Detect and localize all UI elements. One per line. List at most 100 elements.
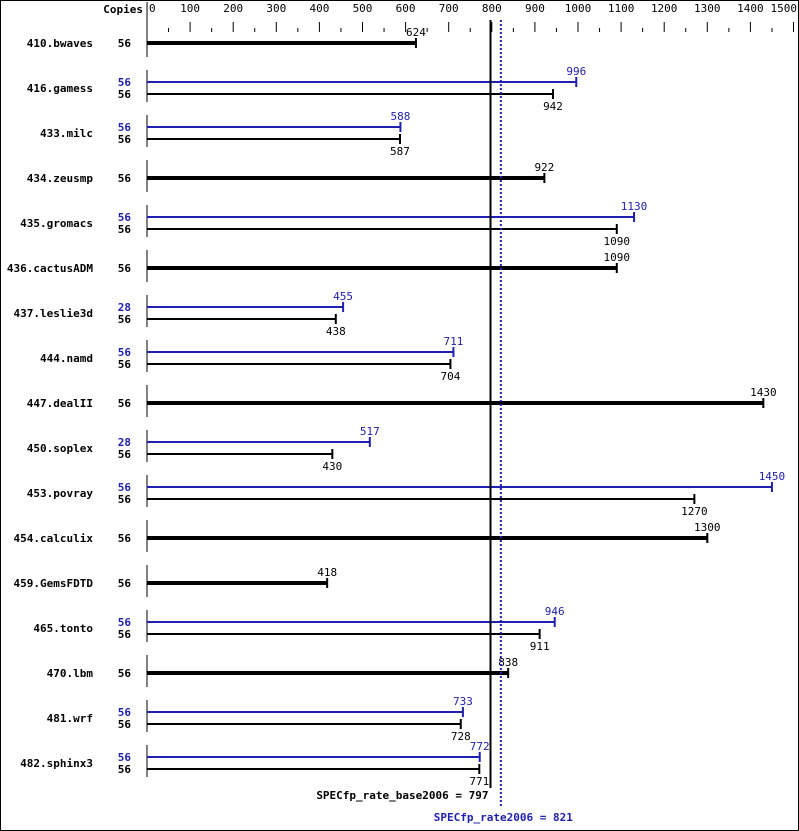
peak-copies: 56 <box>118 706 132 719</box>
x-tick-label: 100 <box>180 2 200 15</box>
x-tick-label: 1100 <box>608 2 635 15</box>
peak-copies: 56 <box>118 211 132 224</box>
peak-copies: 56 <box>118 751 132 764</box>
benchmark-row: 470.lbm 56 838 <box>47 655 518 687</box>
base-copies: 56 <box>118 718 132 731</box>
x-tick-label: 800 <box>482 2 502 15</box>
x-tick-label: 1400 <box>737 2 764 15</box>
base-value-label: 430 <box>322 460 342 473</box>
base-copies: 56 <box>118 577 132 590</box>
benchmark-name: 453.povray <box>27 487 94 500</box>
base-copies: 56 <box>118 667 132 680</box>
benchmark-row: 450.soplex 28 517 56 430 <box>27 425 380 473</box>
benchmark-name: 444.namd <box>40 352 93 365</box>
peak-copies: 56 <box>118 121 132 134</box>
base-value-label: 418 <box>317 566 337 579</box>
base-copies: 56 <box>118 88 132 101</box>
x-tick-label: 1000 <box>565 2 592 15</box>
benchmark-row: 436.cactusADM 56 1090 <box>7 250 630 282</box>
base-value-label: 1090 <box>604 251 631 264</box>
x-tick-label: 300 <box>266 2 286 15</box>
base-value-label: 624 <box>406 26 426 39</box>
peak-copies: 56 <box>118 76 132 89</box>
peak-value-label: 455 <box>333 290 353 303</box>
benchmark-name: 470.lbm <box>47 667 94 680</box>
benchmark-row: 433.milc 56 588 56 587 <box>40 110 410 158</box>
base-copies: 56 <box>118 223 132 236</box>
benchmark-name: 481.wrf <box>47 712 93 725</box>
copies-header: Copies <box>103 3 143 16</box>
benchmark-row: 482.sphinx3 56 772 56 771 <box>20 740 490 788</box>
base-value-label: 1300 <box>694 521 721 534</box>
benchmark-row: 416.gamess 56 996 56 942 <box>27 65 586 113</box>
benchmark-row: 453.povray 56 1450 56 1270 <box>27 470 785 518</box>
benchmark-name: 436.cactusADM <box>7 262 93 275</box>
x-tick-label: 900 <box>525 2 545 15</box>
base-copies: 56 <box>118 763 132 776</box>
x-tick-label: 200 <box>223 2 243 15</box>
peak-copies: 28 <box>118 301 131 314</box>
x-tick-label: 0 <box>149 2 156 15</box>
peak-value-label: 1450 <box>759 470 786 483</box>
peak-value-label: 711 <box>444 335 464 348</box>
base-copies: 56 <box>118 532 132 545</box>
peak-metric-label: SPECfp_rate2006 = 821 <box>434 811 573 824</box>
benchmark-row: 434.zeusmp 56 922 <box>27 160 554 192</box>
benchmark-name: 433.milc <box>40 127 93 140</box>
peak-copies: 56 <box>118 616 132 629</box>
benchmark-name: 434.zeusmp <box>27 172 94 185</box>
benchmark-row: 459.GemsFDTD 56 418 <box>14 565 337 597</box>
benchmark-name: 459.GemsFDTD <box>14 577 94 590</box>
benchmark-row: 454.calculix 56 1300 <box>14 520 721 552</box>
x-tick-label: 1500 <box>771 2 798 15</box>
base-copies: 56 <box>118 397 132 410</box>
benchmark-name: 482.sphinx3 <box>20 757 93 770</box>
benchmark-name: 435.gromacs <box>20 217 93 230</box>
base-copies: 56 <box>118 448 132 461</box>
base-copies: 56 <box>118 262 132 275</box>
base-copies: 56 <box>118 313 132 326</box>
base-value-label: 771 <box>469 775 489 788</box>
base-value-label: 838 <box>498 656 518 669</box>
base-copies: 56 <box>118 358 132 371</box>
peak-value-label: 946 <box>545 605 565 618</box>
base-value-label: 1090 <box>604 235 631 248</box>
benchmark-row: 465.tonto 56 946 56 911 <box>33 605 564 653</box>
benchmark-name: 410.bwaves <box>27 37 93 50</box>
benchmark-row: 437.leslie3d 28 455 56 438 <box>14 290 354 338</box>
benchmark-name: 450.soplex <box>27 442 94 455</box>
base-copies: 56 <box>118 133 132 146</box>
peak-value-label: 772 <box>470 740 490 753</box>
base-value-label: 728 <box>451 730 471 743</box>
base-value-label: 704 <box>440 370 460 383</box>
x-tick-label: 1200 <box>651 2 678 15</box>
x-tick-label: 700 <box>439 2 459 15</box>
base-metric-label: SPECfp_rate_base2006 = 797 <box>316 789 488 802</box>
peak-copies: 28 <box>118 436 131 449</box>
peak-value-label: 1130 <box>621 200 648 213</box>
base-copies: 56 <box>118 628 132 641</box>
x-tick-label: 1300 <box>694 2 721 15</box>
base-value-label: 587 <box>390 145 410 158</box>
benchmark-name: 437.leslie3d <box>14 307 93 320</box>
base-copies: 56 <box>118 493 132 506</box>
peak-value-label: 733 <box>453 695 473 708</box>
base-copies: 56 <box>118 172 132 185</box>
base-value-label: 438 <box>326 325 346 338</box>
peak-value-label: 588 <box>390 110 410 123</box>
benchmark-row: 444.namd 56 711 56 704 <box>40 335 463 383</box>
peak-copies: 56 <box>118 481 132 494</box>
benchmark-name: 454.calculix <box>14 532 94 545</box>
benchmark-row: 435.gromacs 56 1130 56 1090 <box>20 200 647 248</box>
x-tick-label: 500 <box>353 2 373 15</box>
x-tick-label: 400 <box>309 2 329 15</box>
benchmark-name: 447.dealII <box>27 397 93 410</box>
benchmark-row: 410.bwaves 56 624 <box>27 25 426 57</box>
base-value-label: 942 <box>543 100 563 113</box>
benchmark-row: 447.dealII 56 1430 <box>27 385 777 417</box>
benchmark-name: 416.gamess <box>27 82 93 95</box>
x-tick-label: 600 <box>396 2 416 15</box>
benchmark-name: 465.tonto <box>33 622 93 635</box>
